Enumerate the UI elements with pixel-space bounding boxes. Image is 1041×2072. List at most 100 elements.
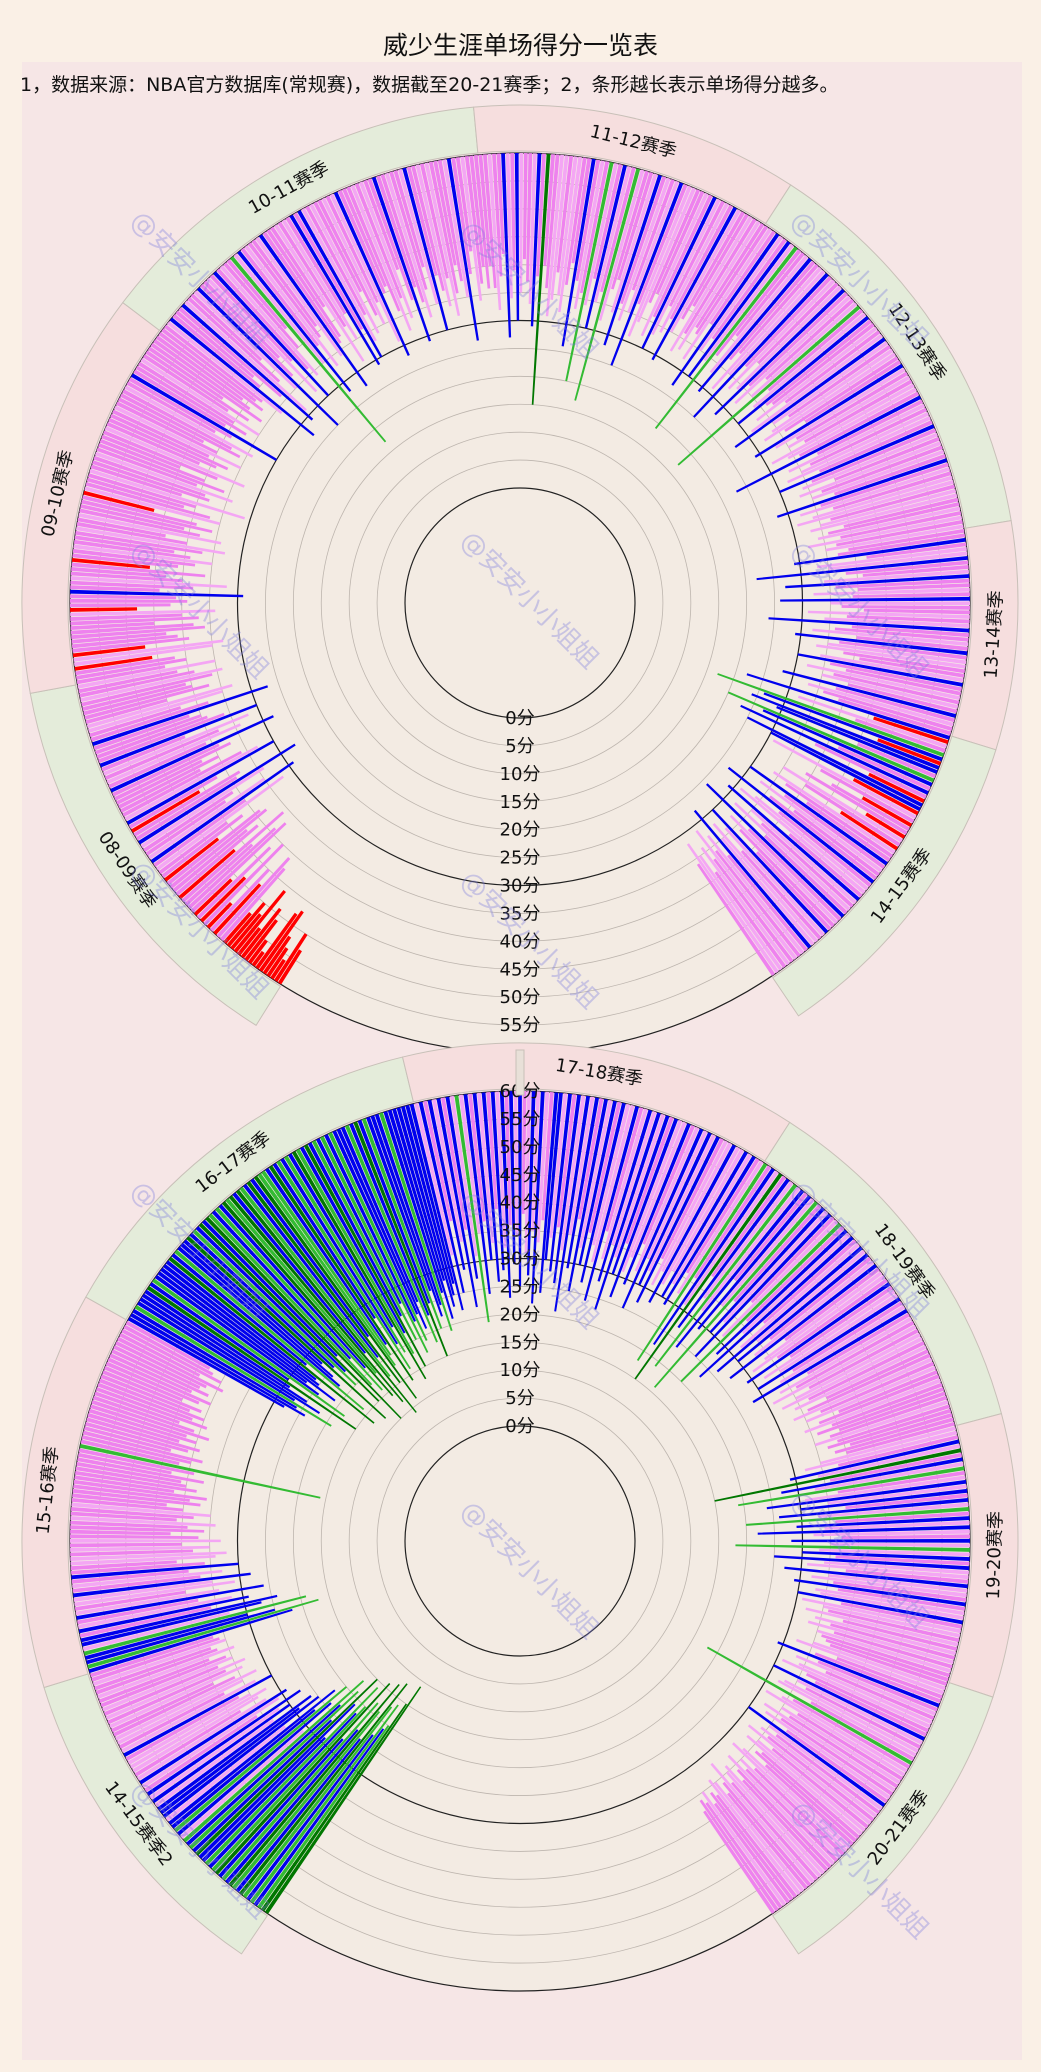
score-bar [711,238,787,340]
score-bar [262,935,292,975]
score-bar [75,1588,220,1616]
score-bar [784,1679,919,1753]
score-bar [733,1192,808,1281]
score-bar [127,1693,251,1765]
score-bar [807,682,954,727]
tick-label: 10分 [500,1360,541,1381]
score-bar [779,1316,913,1395]
score-bar [802,1551,970,1561]
score-bar [200,283,294,377]
score-bar [671,233,780,386]
score-bar [77,1598,199,1625]
score-bar [663,1155,756,1306]
score-bar [711,266,823,390]
score-bar [115,1341,207,1389]
score-bar [764,1764,854,1846]
score-bar [261,1170,392,1356]
score-bar [508,1091,516,1265]
score-bar [321,197,386,325]
tick-label: 15分 [500,1332,541,1353]
score-bar [237,250,352,392]
score-bar [681,211,745,320]
score-bar [825,524,964,552]
score-bar [213,883,262,935]
score-bar [817,1443,961,1478]
score-bar [277,949,302,985]
score-bar [268,1165,414,1381]
score-bar [531,1091,541,1231]
score-bar [821,1634,950,1678]
score-bar [753,1260,875,1357]
score-bar [187,827,277,910]
tick-label: 5分 [505,1388,534,1409]
score-bar [568,1096,595,1235]
score-bar [121,1679,256,1753]
score-bar [132,1695,259,1773]
score-bar [617,172,654,280]
score-bar [414,1102,454,1256]
score-bar [119,1332,201,1377]
score-bar [226,259,288,330]
score-bar [243,1183,379,1358]
score-bar [653,1167,775,1345]
score-bar [184,300,307,412]
score-bar [789,1286,893,1358]
score-bar [598,169,645,321]
score-bar [829,662,963,692]
score-bar [819,1548,970,1557]
score-bar [820,488,957,527]
score-bar [285,216,347,315]
score-bar [827,1484,967,1505]
score-bar [573,160,605,310]
score-bar [837,1470,966,1494]
score-bar [253,1728,385,1907]
score-bar [481,1092,501,1282]
score-bar [145,799,227,856]
score-bar [174,1249,365,1411]
score-bar [762,1239,857,1324]
score-bar [739,828,835,928]
score-bar [135,365,247,436]
score-bar [746,1734,863,1836]
score-bar [707,834,805,955]
score-bar [727,766,875,884]
score-bar [288,1153,394,1328]
score-bar [840,1602,963,1629]
score-bar [244,244,339,367]
score-bar [78,1448,195,1476]
score-bar [526,1091,536,1276]
score-bar [807,610,970,619]
score-bar [84,1613,248,1660]
score-bar [721,1219,838,1338]
score-bar [316,1138,402,1305]
tick-label: 35分 [500,903,541,924]
score-bar [216,857,291,938]
score-bar [200,876,247,923]
score-bar [774,1555,970,1571]
score-bar [697,257,812,393]
score-bar [424,162,461,317]
score-bar [98,443,225,494]
score-bar [82,1430,203,1464]
score-bar [230,913,262,950]
score-bar [648,1144,737,1303]
score-bar [729,1263,877,1380]
score-bar [814,1616,957,1656]
score-bar [440,1097,468,1230]
score-bar [190,822,287,913]
score-bar [783,794,886,870]
score-bar [363,179,400,271]
score-bar [80,1594,278,1643]
score-bar [701,1186,801,1312]
score-bar [81,1435,192,1465]
score-bar [418,1101,465,1293]
score-bar [402,167,449,331]
score-bar [560,1095,586,1251]
score-bar [827,642,967,665]
score-bar [433,160,457,266]
score-bar [114,741,232,801]
score-bar [72,1493,167,1507]
score-bar [71,557,151,569]
score-bar [113,1675,236,1737]
score-bar [181,811,285,903]
